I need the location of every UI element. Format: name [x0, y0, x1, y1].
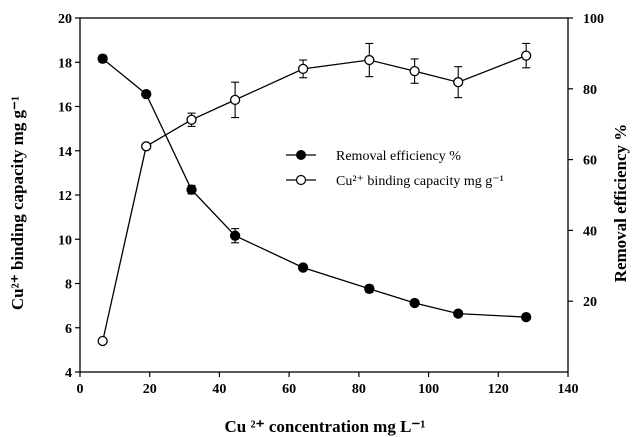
data-point [186, 114, 197, 125]
data-point [229, 94, 241, 106]
data-point [364, 283, 375, 294]
data-point [141, 141, 152, 152]
x-tick-label: 40 [212, 382, 226, 397]
legend-label-removal: Removal efficiency % [336, 149, 461, 164]
data-point [229, 230, 241, 241]
y-tick-label: 10 [58, 233, 72, 248]
x-axis-ticks: 0 20 40 60 80 100 120 140 [77, 372, 579, 397]
data-point [186, 184, 197, 195]
data-point [141, 88, 152, 100]
series-layer [97, 42, 532, 347]
x-tick-label: 100 [418, 382, 439, 397]
x-tick-label: 60 [282, 382, 296, 397]
data-point [364, 54, 375, 66]
x-tick-label: 140 [558, 382, 579, 397]
data-point [297, 262, 309, 273]
y-tick-label: 12 [58, 189, 72, 204]
x-tick-label: 0 [77, 382, 84, 397]
data-point [409, 65, 420, 77]
y-tick-label: 14 [58, 145, 72, 160]
y-tick-label: 8 [65, 278, 72, 293]
y-tick-label: 20 [58, 12, 72, 27]
x-axis-title: Cu ²⁺ concentration mg L⁻¹ [225, 417, 426, 436]
x-tick-label: 20 [143, 382, 157, 397]
legend-marker-capacity [295, 174, 307, 186]
y2-tick-label: 20 [583, 295, 597, 310]
legend-label-capacity: Cu²⁺ binding capacity mg g⁻¹ [336, 174, 504, 189]
data-point [521, 311, 532, 323]
y2-tick-label: 100 [583, 12, 604, 27]
legend: Removal efficiency % Cu²⁺ binding capaci… [286, 149, 504, 189]
plot-frame [79, 17, 569, 373]
data-point [453, 77, 464, 88]
y2-tick-label: 80 [583, 83, 597, 98]
data-point [297, 63, 309, 75]
x-tick-label: 120 [488, 382, 509, 397]
series-binding-capacity [97, 42, 532, 347]
y-tick-label: 4 [65, 366, 72, 381]
y2-tick-label: 40 [583, 224, 597, 239]
x-tick-label: 80 [352, 382, 366, 397]
legend-marker-removal [296, 150, 306, 160]
data-point [521, 50, 532, 61]
series-line [102, 54, 527, 342]
y2-tick-label: 60 [583, 154, 597, 169]
y-tick-label: 6 [65, 322, 72, 337]
plot-border [79, 17, 569, 373]
y-tick-label: 18 [58, 56, 72, 71]
data-point [97, 335, 108, 347]
data-point [409, 297, 420, 309]
y-axis-ticks: 4 6 8 10 12 14 16 18 20 [58, 12, 80, 381]
y2-axis-title: Removal efficiency % [611, 124, 630, 283]
y-axis-title: Cu²⁺ binding capacity mg g⁻¹ [8, 96, 27, 310]
y2-axis-ticks: 20 40 60 80 100 [568, 12, 604, 310]
series-removal-efficiency [97, 53, 532, 323]
y-tick-label: 16 [58, 101, 72, 116]
data-point [453, 308, 464, 319]
data-point [97, 53, 108, 64]
